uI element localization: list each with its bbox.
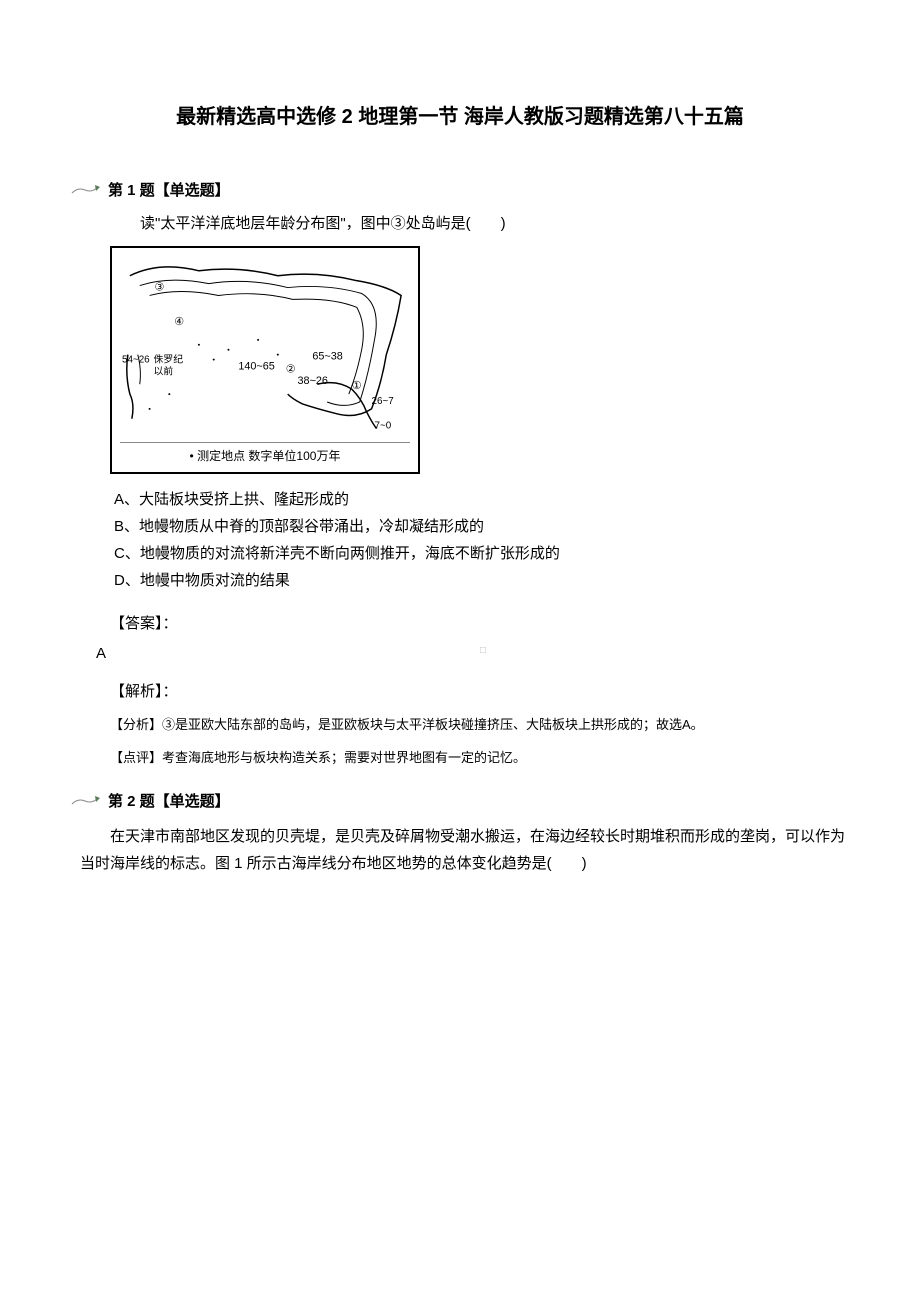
svg-text:140~65: 140~65 — [238, 360, 274, 372]
figure-1-caption: • 测定地点 数字单位100万年 — [120, 442, 410, 464]
question-1-number: 第 1 题【单选题】 — [108, 179, 230, 200]
answer-label: 【答案】： — [110, 612, 850, 633]
svg-text:侏罗纪: 侏罗纪 — [154, 354, 184, 366]
question-2-number: 第 2 题【单选题】 — [108, 790, 230, 811]
option-a: A、大陆板块受挤上拱、隆起形成的 — [110, 486, 850, 513]
svg-text:65~38: 65~38 — [312, 351, 342, 363]
analysis-line-1: 【分析】③是亚欧大陆东部的岛屿，是亚欧板块与太平洋板块碰撞挤压、大陆板块上拱形成… — [110, 713, 850, 738]
analysis-line-2: 【点评】考查海底地形与板块构造关系；需要对世界地图有一定的记忆。 — [110, 746, 850, 771]
option-b: B、地幔物质从中脊的顶部裂谷带涌出，冷却凝结形成的 — [110, 513, 850, 540]
option-c: C、地幔物质的对流将新洋壳不断向两侧推开，海底不断扩张形成的 — [110, 540, 850, 567]
option-d: D、地幔中物质对流的结果 — [110, 567, 850, 594]
question-2: 第 2 题【单选题】 在天津市南部地区发现的贝壳堤，是贝壳及碎屑物受潮水搬运，在… — [70, 790, 850, 877]
svg-text:26~7: 26~7 — [372, 396, 394, 407]
svg-text:②: ② — [286, 363, 296, 375]
map-sketch-icon: ③ ④ 54~26 侏罗纪 以前 140~65 ② 65~38 38~26 ① … — [120, 256, 410, 443]
svg-text:38~26: 38~26 — [298, 375, 328, 387]
question-1-prompt: 读"太平洋洋底地层年龄分布图"，图中③处岛屿是( ) — [110, 212, 850, 236]
question-1: 第 1 题【单选题】 读"太平洋洋底地层年龄分布图"，图中③处岛屿是( ) ③ … — [70, 179, 850, 770]
svg-text:以前: 以前 — [154, 364, 174, 377]
figure-1: ③ ④ 54~26 侏罗纪 以前 140~65 ② 65~38 38~26 ① … — [110, 246, 420, 474]
arrow-icon — [70, 794, 100, 808]
analysis-label: 【解析】： — [110, 680, 850, 701]
figure-1-container: ③ ④ 54~26 侏罗纪 以前 140~65 ② 65~38 38~26 ① … — [110, 246, 850, 474]
question-2-prompt: 在天津市南部地区发现的贝壳堤，是贝壳及碎屑物受潮水搬运，在海边经较长时期堆积而形… — [50, 823, 850, 877]
svg-text:54~26: 54~26 — [122, 355, 150, 366]
hidden-marker: □ — [480, 645, 486, 656]
page-title: 最新精选高中选修 2 地理第一节 海岸人教版习题精选第八十五篇 — [70, 100, 850, 129]
arrow-icon — [70, 183, 100, 197]
svg-text:①: ① — [352, 380, 362, 392]
svg-text:④: ④ — [174, 316, 184, 328]
svg-text:7~0: 7~0 — [374, 421, 391, 432]
answer-value: A — [96, 645, 850, 662]
svg-text:③: ③ — [155, 282, 165, 294]
question-1-header: 第 1 题【单选题】 — [70, 179, 850, 200]
question-2-header: 第 2 题【单选题】 — [70, 790, 850, 811]
